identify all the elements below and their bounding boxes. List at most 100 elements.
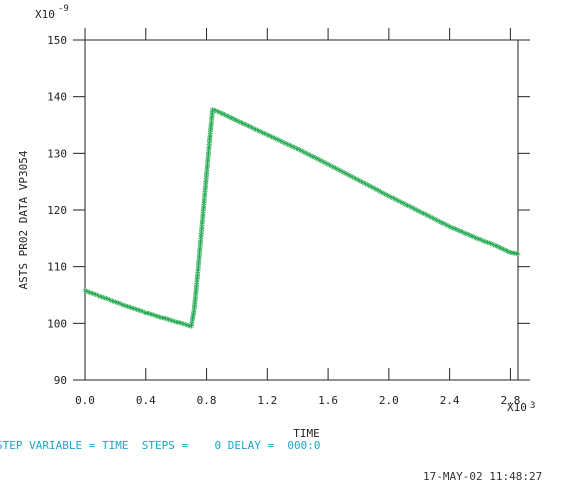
data-point-276: * — [310, 153, 317, 166]
data-point-69: * — [187, 321, 194, 334]
x-tick-label: 2.8 — [500, 394, 520, 407]
data-point-67: * — [183, 321, 190, 334]
data-point-155: * — [202, 186, 209, 199]
data-point-228: * — [241, 120, 248, 133]
data-point-321: * — [375, 186, 382, 199]
data-point-133: * — [199, 222, 206, 235]
data-point-90: * — [192, 291, 199, 304]
data-point-262: * — [290, 142, 297, 155]
data-point-114: * — [196, 253, 203, 266]
data-point-361: * — [433, 216, 440, 229]
data-point-168: * — [204, 165, 211, 178]
data-point-219: * — [228, 113, 235, 126]
data-point-9: * — [95, 291, 102, 304]
data-point-141: * — [200, 209, 207, 222]
data-point-263: * — [291, 143, 298, 156]
data-point-274: * — [307, 151, 314, 164]
data-point-395: * — [483, 237, 490, 250]
data-point-152: * — [201, 191, 208, 204]
data-point-32: * — [130, 304, 137, 317]
data-point-341: * — [404, 201, 411, 214]
data-point-8: * — [94, 291, 101, 304]
data-point-4: * — [88, 288, 95, 301]
data-point-271: * — [303, 149, 310, 162]
data-point-167: * — [204, 167, 211, 180]
data-point-417: * — [515, 249, 522, 262]
y-tick-label: 120 — [47, 204, 67, 217]
data-point-54: * — [164, 315, 171, 328]
data-point-12: * — [100, 293, 107, 306]
data-point-180: * — [205, 146, 212, 159]
data-point-35: * — [135, 306, 142, 319]
data-point-250: * — [273, 134, 280, 147]
data-point-61: * — [174, 318, 181, 331]
data-point-285: * — [323, 159, 330, 172]
y-tick-label: 90 — [54, 374, 67, 387]
y-tick-label: 140 — [47, 91, 67, 104]
data-point-44: * — [149, 310, 156, 323]
data-point-231: * — [245, 122, 252, 135]
data-point-312: * — [362, 179, 369, 192]
data-point-34: * — [133, 305, 140, 318]
data-point-268: * — [299, 147, 306, 160]
data-point-305: * — [352, 174, 359, 187]
data-point-232: * — [247, 122, 254, 135]
data-point-122: * — [197, 240, 204, 253]
y-axis-title: ASTS PR02 DATA VP3054 — [17, 150, 30, 289]
data-point-22: * — [115, 299, 122, 312]
y-tick-label: 130 — [47, 147, 67, 160]
data-point-363: * — [436, 217, 443, 230]
data-point-358: * — [429, 213, 436, 226]
data-point-297: * — [341, 168, 348, 181]
data-point-26: * — [121, 301, 128, 314]
data-point-81: * — [191, 305, 198, 318]
data-point-47: * — [153, 311, 160, 324]
data-point-100: * — [194, 275, 201, 288]
data-point-151: * — [201, 193, 208, 206]
data-point-209: * — [214, 107, 221, 120]
data-point-244: * — [264, 130, 271, 143]
data-point-75: * — [189, 314, 196, 327]
data-point-331: * — [390, 194, 397, 207]
data-point-82: * — [191, 303, 198, 316]
data-point-126: * — [198, 233, 205, 246]
data-point-193: * — [207, 125, 214, 138]
data-point-78: * — [190, 309, 197, 322]
data-point-162: * — [203, 175, 210, 188]
data-point-366: * — [441, 219, 448, 232]
data-point-255: * — [280, 138, 287, 151]
data-point-108: * — [195, 262, 202, 275]
data-point-198: * — [208, 117, 215, 130]
data-point-367: * — [442, 220, 449, 233]
data-point-208: * — [212, 106, 219, 119]
data-point-332: * — [391, 194, 398, 207]
data-point-62: * — [176, 318, 183, 331]
data-point-257: * — [283, 139, 290, 152]
data-point-287: * — [326, 161, 333, 174]
data-point-139: * — [199, 212, 206, 225]
data-point-246: * — [267, 132, 274, 145]
data-point-256: * — [281, 138, 288, 151]
data-point-378: * — [458, 227, 465, 240]
data-point-19: * — [111, 297, 118, 310]
data-point-306: * — [354, 175, 361, 188]
data-point-60: * — [173, 317, 180, 330]
data-point-317: * — [370, 183, 377, 196]
data-point-94: * — [193, 284, 200, 297]
data-point-286: * — [325, 160, 332, 173]
data-point-348: * — [414, 206, 421, 219]
data-point-157: * — [202, 183, 209, 196]
data-point-217: * — [225, 112, 232, 125]
data-point-41: * — [144, 309, 151, 322]
data-point-172: * — [204, 159, 211, 172]
data-point-101: * — [194, 274, 201, 287]
data-point-301: * — [346, 171, 353, 184]
data-point-225: * — [237, 118, 244, 131]
x-tick-label: 0.8 — [197, 394, 217, 407]
data-point-24: * — [118, 300, 125, 313]
data-point-119: * — [197, 244, 204, 257]
data-point-397: * — [486, 239, 493, 252]
data-point-28: * — [124, 302, 131, 315]
data-point-360: * — [432, 215, 439, 228]
data-point-27: * — [123, 301, 130, 314]
